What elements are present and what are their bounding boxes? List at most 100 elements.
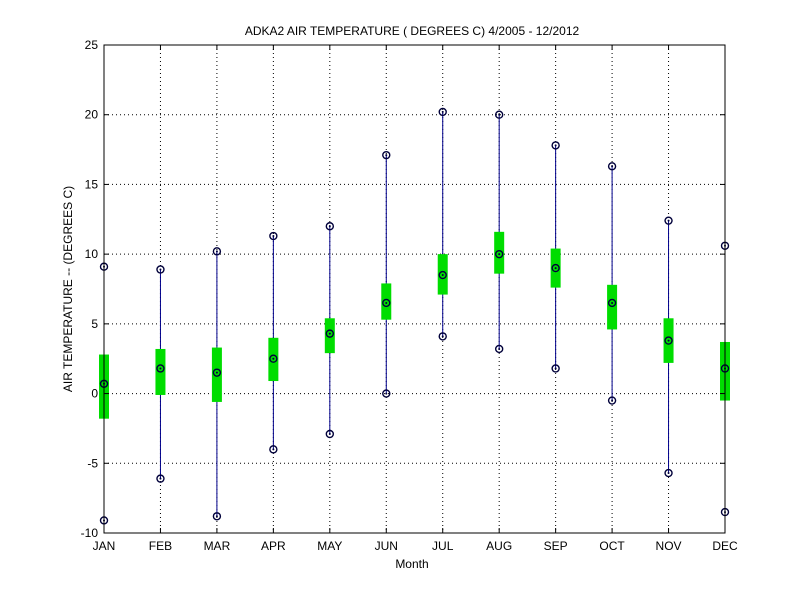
- min-marker-sep: [551, 364, 560, 373]
- x-tick-label: MAR: [204, 539, 231, 553]
- marker-dot: [385, 392, 388, 395]
- marker-dot: [554, 267, 557, 270]
- y-tick-label: 25: [85, 38, 99, 52]
- x-tick-label: JUN: [375, 539, 398, 553]
- marker-dot: [215, 515, 218, 518]
- axis-ticks: -10 -5 0 5 10 15 20 25 JAN FEB MAR APR MAY JUN JUL AUG S…: [81, 38, 738, 553]
- marker-ring: [212, 247, 222, 256]
- min-marker-may: [325, 429, 335, 439]
- x-tick-label: NOV: [656, 539, 682, 553]
- marker-ring: [325, 329, 335, 338]
- mean-marker-jul: [438, 270, 447, 280]
- marker-ring: [325, 222, 335, 231]
- marker-dot: [159, 268, 162, 271]
- marker-dot: [441, 110, 444, 113]
- y-tick-label: 10: [85, 247, 99, 261]
- marker-ring: [551, 263, 560, 273]
- mean-marker-may: [325, 329, 335, 338]
- box-may: [324, 318, 335, 354]
- mean-marker-jun: [382, 298, 391, 308]
- x-tick-label: APR: [261, 539, 286, 553]
- marker-ring: [382, 389, 391, 398]
- mean-marker-sep: [551, 263, 560, 273]
- max-marker-jun: [382, 150, 391, 160]
- max-marker-nov: [664, 216, 673, 225]
- marker-dot: [215, 371, 218, 374]
- mean-marker-aug: [494, 249, 504, 259]
- mean-marker-apr: [269, 354, 278, 363]
- marker-dot: [385, 301, 388, 304]
- marker-dot: [667, 472, 670, 475]
- marker-dot: [328, 433, 331, 436]
- marker-dot: [385, 154, 388, 157]
- min-marker-feb: [156, 474, 165, 483]
- marker-ring: [438, 332, 447, 341]
- max-marker-oct: [607, 162, 617, 171]
- marker-ring: [325, 429, 335, 439]
- marker-ring: [551, 364, 560, 373]
- marker-ring: [212, 512, 222, 521]
- marker-ring: [664, 336, 673, 345]
- marker-dot: [272, 357, 275, 360]
- marker-ring: [269, 354, 278, 363]
- y-tick-label: 20: [85, 108, 99, 122]
- min-marker-aug: [494, 344, 504, 354]
- mean-marker-nov: [664, 336, 673, 345]
- marker-dot: [272, 235, 275, 238]
- box-jun: [381, 283, 392, 320]
- chart-marks: [99, 107, 730, 525]
- mean-marker-oct: [607, 298, 617, 308]
- x-axis-label: Month: [395, 557, 428, 571]
- x-tick-label: DEC: [712, 539, 738, 553]
- max-marker-may: [325, 222, 335, 231]
- marker-ring: [382, 298, 391, 308]
- x-tick-label: FEB: [149, 539, 172, 553]
- marker-ring: [269, 231, 278, 241]
- marker-ring: [156, 364, 165, 373]
- marker-ring: [438, 270, 447, 280]
- min-marker-nov: [664, 468, 673, 478]
- min-marker-mar: [212, 512, 222, 521]
- y-tick-label: -5: [87, 456, 98, 470]
- y-tick-label: 15: [85, 177, 99, 191]
- marker-dot: [328, 332, 331, 335]
- grid: [104, 45, 725, 533]
- marker-ring: [494, 249, 504, 259]
- marker-dot: [441, 335, 444, 338]
- mean-marker-feb: [156, 364, 165, 373]
- marker-dot: [611, 165, 614, 168]
- max-marker-feb: [156, 265, 165, 274]
- marker-ring: [212, 368, 222, 377]
- chart-title: ADKA2 AIR TEMPERATURE ( DEGREES C) 4/200…: [245, 24, 580, 38]
- marker-ring: [607, 298, 617, 308]
- box-aug: [494, 231, 505, 274]
- x-tick-label: MAY: [317, 539, 342, 553]
- marker-dot: [554, 367, 557, 370]
- marker-ring: [607, 162, 617, 171]
- marker-dot: [272, 448, 275, 451]
- marker-dot: [667, 339, 670, 342]
- x-tick-label: JAN: [93, 539, 116, 553]
- y-tick-label: 0: [91, 387, 98, 401]
- marker-dot: [611, 399, 614, 402]
- box-mar: [211, 347, 222, 402]
- y-axis-label: AIR TEMPERATURE -- (DEGREES C): [61, 186, 75, 392]
- mean-marker-mar: [212, 368, 222, 377]
- min-marker-apr: [269, 445, 278, 454]
- min-marker-jun: [382, 389, 391, 398]
- max-marker-aug: [494, 110, 504, 119]
- max-marker-sep: [551, 141, 560, 150]
- marker-ring: [382, 150, 391, 160]
- marker-dot: [498, 253, 501, 256]
- marker-dot: [159, 367, 162, 370]
- min-marker-oct: [607, 396, 617, 405]
- marker-ring: [607, 396, 617, 405]
- y-tick-label: 5: [91, 317, 98, 331]
- marker-ring: [438, 107, 447, 117]
- x-tick-label: JUL: [432, 539, 454, 553]
- min-marker-jul: [438, 332, 447, 341]
- marker-ring: [551, 141, 560, 150]
- marker-ring: [156, 474, 165, 483]
- marker-ring: [494, 110, 504, 119]
- x-tick-label: SEP: [544, 539, 568, 553]
